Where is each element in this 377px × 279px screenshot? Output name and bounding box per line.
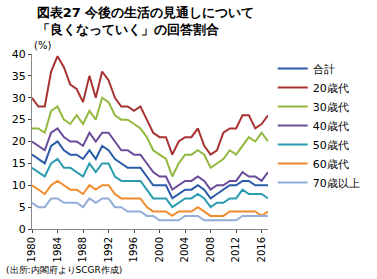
svg-text:25: 25	[12, 113, 26, 126]
svg-text:20: 20	[12, 135, 26, 148]
svg-text:(%): (%)	[34, 40, 51, 51]
svg-text:合計: 合計	[313, 63, 335, 76]
svg-text:2008: 2008	[205, 237, 216, 262]
svg-text:10: 10	[12, 179, 26, 192]
svg-text:0: 0	[19, 223, 26, 236]
svg-text:35: 35	[12, 70, 26, 83]
svg-text:2004: 2004	[179, 237, 190, 262]
svg-text:60歳代: 60歳代	[313, 158, 349, 171]
svg-text:(出所:内閣府よりSCGR作成): (出所:内閣府よりSCGR作成)	[6, 265, 122, 275]
svg-text:30: 30	[12, 92, 26, 105]
svg-text:2000: 2000	[154, 237, 165, 262]
svg-text:50歳代: 50歳代	[313, 139, 349, 152]
svg-text:40歳代: 40歳代	[313, 120, 349, 133]
svg-text:1992: 1992	[103, 237, 114, 262]
svg-text:1988: 1988	[77, 237, 88, 262]
svg-text:1996: 1996	[128, 237, 139, 262]
svg-text:5: 5	[19, 201, 26, 214]
svg-text:40: 40	[12, 48, 26, 61]
svg-text:1984: 1984	[52, 237, 63, 262]
svg-text:70歳以上: 70歳以上	[313, 177, 360, 190]
svg-text:2016: 2016	[256, 237, 267, 262]
svg-text:15: 15	[12, 157, 26, 170]
svg-text:1980: 1980	[26, 237, 37, 262]
svg-text:2012: 2012	[230, 237, 241, 262]
svg-text:30歳代: 30歳代	[313, 101, 349, 114]
svg-text:図表27 今後の生活の見通しについて「良くなっていく」の回答: 図表27 今後の生活の見通しについて「良くなっていく」の回答割合	[37, 5, 255, 37]
svg-text:20歳代: 20歳代	[313, 82, 349, 95]
